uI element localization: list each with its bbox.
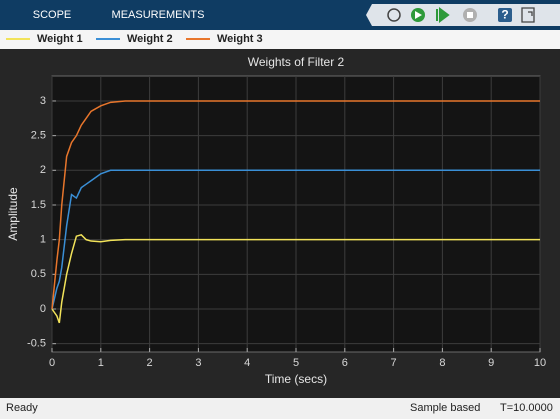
y-tick-label: 2.5 (31, 130, 46, 142)
tab[interactable]: MEASUREMENTS (112, 9, 205, 21)
sample-mode: Sample based (410, 402, 480, 414)
y-tick-label: -0.5 (27, 338, 46, 350)
legend-label: Weight 2 (127, 33, 173, 45)
legend-label: Weight 1 (37, 33, 83, 45)
x-tick-label: 9 (488, 357, 494, 369)
status-text: Ready (6, 402, 38, 414)
legend-label: Weight 3 (217, 33, 263, 45)
y-axis-label: Amplitude (6, 187, 20, 241)
settings-icon[interactable] (387, 8, 401, 22)
legend: Weight 1 Weight 2 Weight 3 (6, 33, 263, 45)
help-icon[interactable] (498, 8, 512, 22)
y-tick-label: 0 (40, 303, 46, 315)
sim-time: T=10.0000 (500, 402, 553, 414)
x-tick-label: 1 (98, 357, 104, 369)
step-icon[interactable] (436, 7, 450, 23)
chart-title: Weights of Filter 2 (248, 55, 345, 69)
y-tick-label: 1 (40, 234, 46, 246)
x-tick-label: 0 (49, 357, 55, 369)
series-line (51, 100, 540, 310)
x-tick-label: 6 (342, 357, 348, 369)
x-tick-label: 8 (439, 357, 445, 369)
run-glyph (415, 11, 422, 19)
tab[interactable]: SCOPE (33, 9, 72, 21)
y-tick-label: 0.5 (31, 268, 46, 280)
x-axis-label: Time (secs) (265, 372, 327, 386)
series-line (51, 233, 540, 324)
help-glyph: ? (501, 8, 508, 22)
legend-bar (0, 30, 560, 49)
y-tick-label: 1.5 (31, 199, 46, 211)
undock-icon[interactable] (521, 7, 535, 23)
y-tick-label: 2 (40, 164, 46, 176)
status-bar (0, 398, 560, 419)
stop-glyph (467, 12, 473, 18)
x-tick-label: 4 (244, 357, 250, 369)
x-tick-label: 5 (293, 357, 299, 369)
plot: -0.500.511.522.530 1 2 3 4 5 6 7 8 9 10 (27, 76, 546, 369)
x-tick-label: 2 (147, 357, 153, 369)
x-tick-label: 3 (195, 357, 201, 369)
series-line (51, 169, 540, 310)
y-tick-label: 3 (40, 95, 46, 107)
x-tick-label: 7 (391, 357, 397, 369)
x-tick-label: 10 (534, 357, 546, 369)
